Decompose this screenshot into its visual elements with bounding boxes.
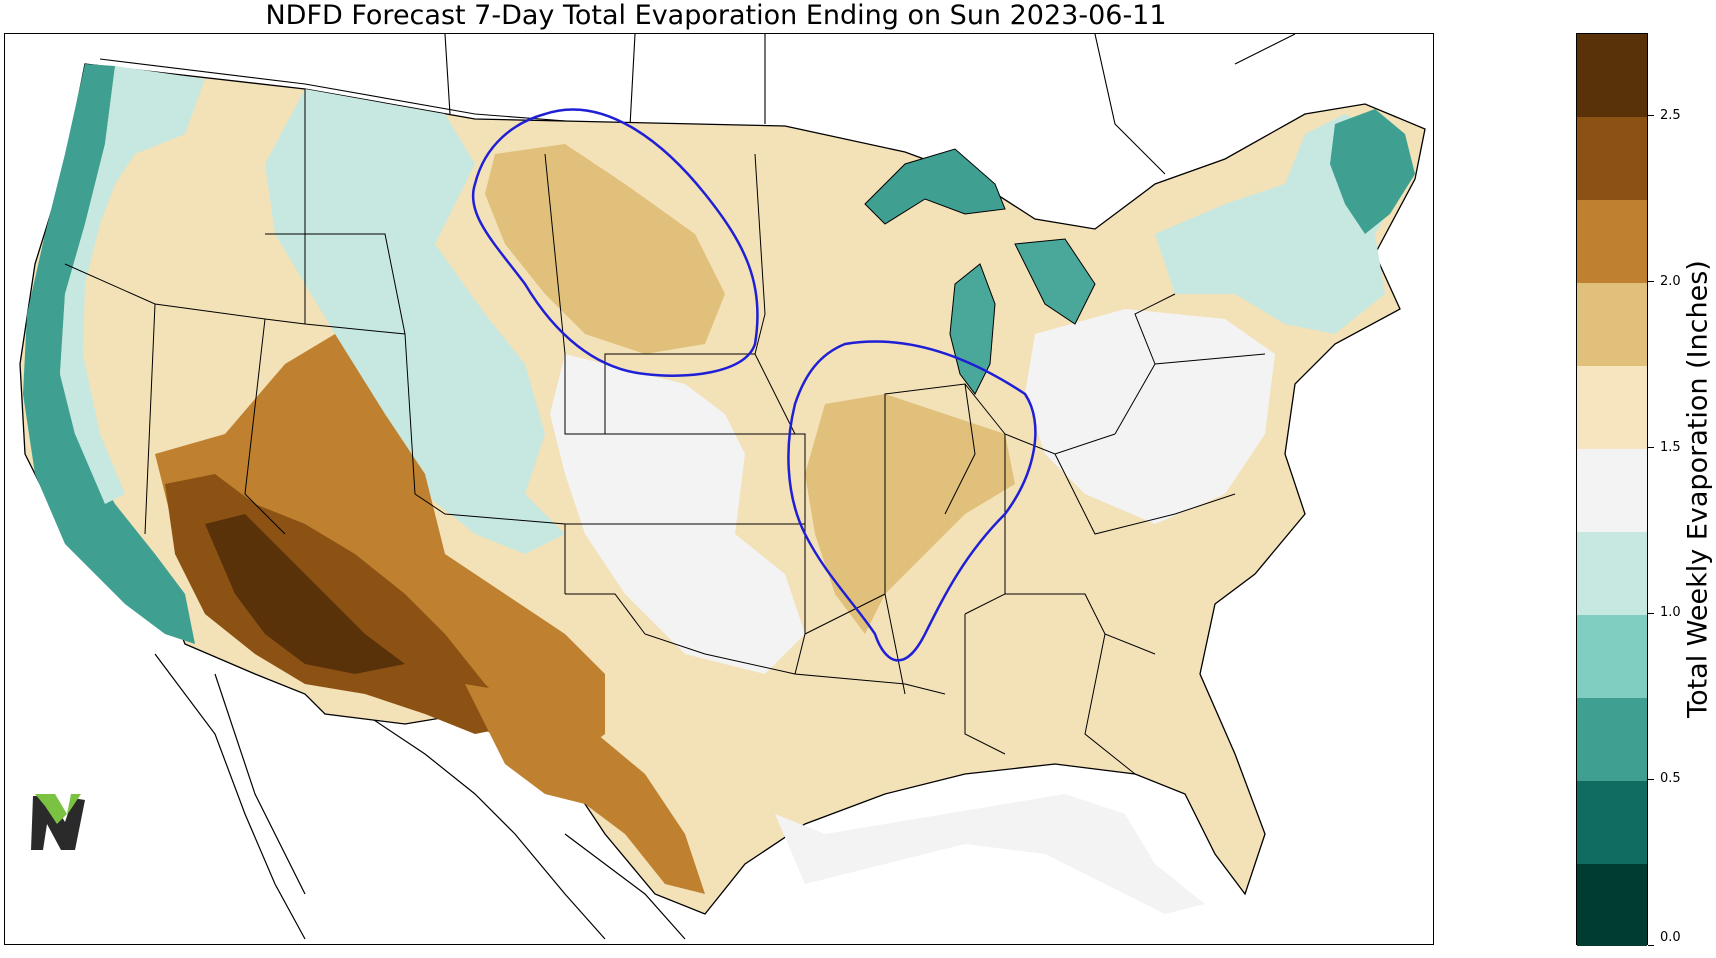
colorbar-tick-label: 1.0	[1660, 605, 1681, 621]
colorbar-segment	[1577, 531, 1647, 615]
colorbar-title: Total Weekly Evaporation (Inches)	[1682, 260, 1714, 718]
canada-outline	[99, 34, 1296, 175]
colorbar-tick	[1648, 115, 1654, 117]
colorbar-segment	[1577, 116, 1647, 201]
colorbar-segment	[1577, 199, 1647, 284]
evaporation-map[interactable]	[5, 34, 1434, 945]
colorbar-segment	[1577, 448, 1647, 532]
lake-huron	[1014, 238, 1096, 325]
colorbar-tick-label: 1.5	[1660, 439, 1681, 455]
colorbar-tick	[1648, 612, 1654, 614]
lake-michigan	[949, 263, 996, 395]
colorbar-tick-label: 2.0	[1660, 273, 1681, 289]
pacific-northwest-region	[60, 66, 205, 504]
gulf-coast-region	[775, 794, 1205, 914]
colorbar-segment	[1577, 780, 1647, 864]
colorbar-tick	[1648, 944, 1654, 946]
mississippi-valley-patch	[805, 394, 1015, 634]
northeast-gray-region	[1025, 309, 1275, 524]
maine-region	[1330, 109, 1415, 234]
dakotas-patch	[485, 144, 725, 354]
lake-superior	[864, 148, 1006, 225]
colorbar-segment	[1577, 365, 1647, 450]
mexico-outline	[154, 653, 686, 940]
southwest-core-region	[205, 514, 405, 674]
state-lines	[64, 89, 1266, 775]
texas-brown-region	[465, 684, 705, 894]
annotation-circle-mid-mississippi	[787, 340, 1037, 662]
colorbar-segment	[1577, 34, 1647, 118]
colorbar-tick-label: 0.0	[1660, 930, 1681, 945]
colorbar-tick-label: 0.5	[1660, 771, 1681, 787]
annotation-circle-northern-plains	[471, 108, 759, 377]
colorbar-tick	[1648, 281, 1654, 283]
colorbar-tick	[1648, 447, 1654, 449]
west-coast-region	[23, 64, 195, 644]
colorbar-segment	[1577, 697, 1647, 781]
map-panel[interactable]	[4, 33, 1434, 945]
colorbar-tick	[1648, 778, 1654, 780]
colorbar-segment	[1577, 863, 1647, 947]
colorbar	[1576, 33, 1648, 947]
logo-n-icon	[31, 794, 85, 850]
colorbar-segment	[1577, 614, 1647, 698]
southwest-region	[155, 334, 605, 764]
colorbar-segment	[1577, 282, 1647, 367]
map-title: NDFD Forecast 7-Day Total Evaporation En…	[265, 0, 1167, 31]
rockies-region	[265, 89, 565, 554]
colorbar-tick-label: 2.5	[1660, 107, 1681, 123]
